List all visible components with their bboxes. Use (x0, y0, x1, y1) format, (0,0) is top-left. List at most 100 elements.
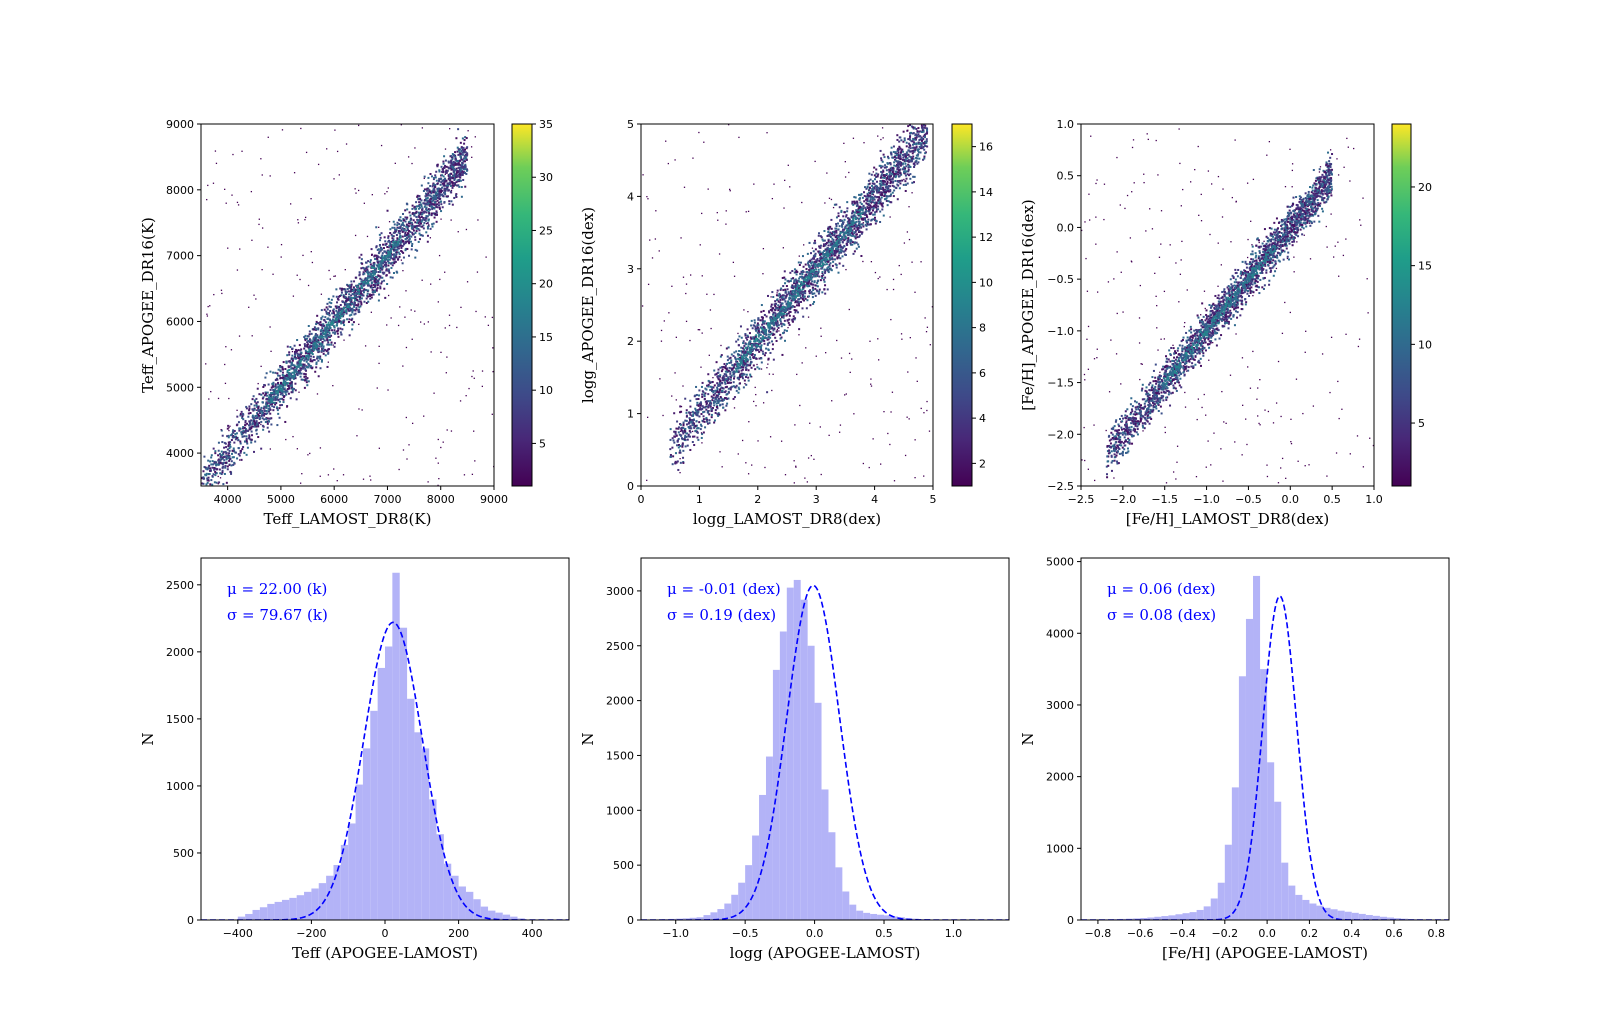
point (908, 164, 911, 167)
point (284, 376, 287, 379)
point (774, 300, 777, 303)
point (207, 305, 209, 308)
point (344, 306, 347, 309)
point (399, 216, 402, 219)
point (299, 359, 302, 362)
point (810, 258, 813, 261)
point (244, 424, 247, 427)
point (878, 191, 881, 194)
point (906, 157, 909, 160)
point (907, 166, 910, 169)
point (264, 392, 267, 395)
point (313, 326, 316, 329)
point (915, 143, 918, 146)
point (347, 309, 350, 312)
point (430, 192, 433, 195)
point (274, 401, 277, 404)
point (455, 195, 458, 198)
point (868, 172, 871, 175)
point (246, 446, 249, 449)
point (393, 261, 396, 264)
point (922, 158, 925, 161)
point (379, 269, 382, 272)
point (882, 153, 885, 156)
point (892, 172, 895, 175)
point (289, 203, 292, 205)
point (406, 247, 409, 250)
point (438, 206, 441, 209)
point (417, 222, 420, 225)
point (237, 453, 240, 456)
point (244, 419, 247, 422)
point (833, 258, 836, 261)
point (669, 455, 672, 458)
point (410, 235, 413, 238)
point (354, 290, 357, 293)
point (362, 273, 365, 276)
point (832, 239, 835, 242)
point (337, 329, 340, 332)
point (327, 352, 330, 355)
point (392, 240, 395, 243)
point (900, 149, 903, 152)
point (271, 385, 274, 388)
point (331, 322, 334, 325)
point (724, 386, 727, 389)
point (760, 304, 763, 307)
point (838, 241, 841, 244)
point (227, 247, 229, 249)
point (300, 372, 303, 375)
point (265, 397, 268, 400)
point (904, 162, 907, 165)
point (421, 219, 424, 222)
point (492, 347, 494, 349)
point (772, 358, 775, 361)
point (293, 352, 296, 355)
point (306, 358, 309, 361)
point (717, 375, 720, 378)
point (723, 378, 726, 381)
point (343, 307, 346, 310)
point (760, 310, 763, 313)
point (362, 271, 365, 274)
point (768, 311, 771, 314)
point (897, 173, 900, 176)
point (357, 303, 360, 306)
point (381, 258, 384, 261)
point (756, 331, 759, 334)
point (250, 430, 253, 433)
point (908, 137, 911, 140)
point (881, 181, 884, 184)
point (384, 258, 387, 261)
point (808, 292, 811, 295)
point (374, 278, 377, 281)
point (382, 265, 385, 268)
point (392, 220, 395, 223)
point (716, 389, 719, 392)
point (456, 163, 459, 166)
point (889, 169, 892, 172)
point (742, 386, 745, 389)
point (679, 405, 682, 408)
point (436, 192, 439, 195)
point (320, 334, 323, 337)
point (327, 351, 330, 354)
point (309, 452, 311, 455)
point (404, 216, 407, 219)
point (474, 136, 476, 138)
point (286, 371, 289, 374)
point (707, 379, 710, 382)
point (309, 339, 312, 342)
point (390, 252, 393, 255)
point (817, 292, 820, 295)
point (889, 185, 892, 188)
point (381, 271, 384, 274)
point (460, 158, 463, 161)
point (259, 416, 262, 419)
point (353, 305, 356, 308)
point (815, 260, 818, 263)
point (219, 472, 222, 475)
point (383, 260, 386, 263)
point (205, 483, 208, 486)
point (344, 302, 347, 305)
